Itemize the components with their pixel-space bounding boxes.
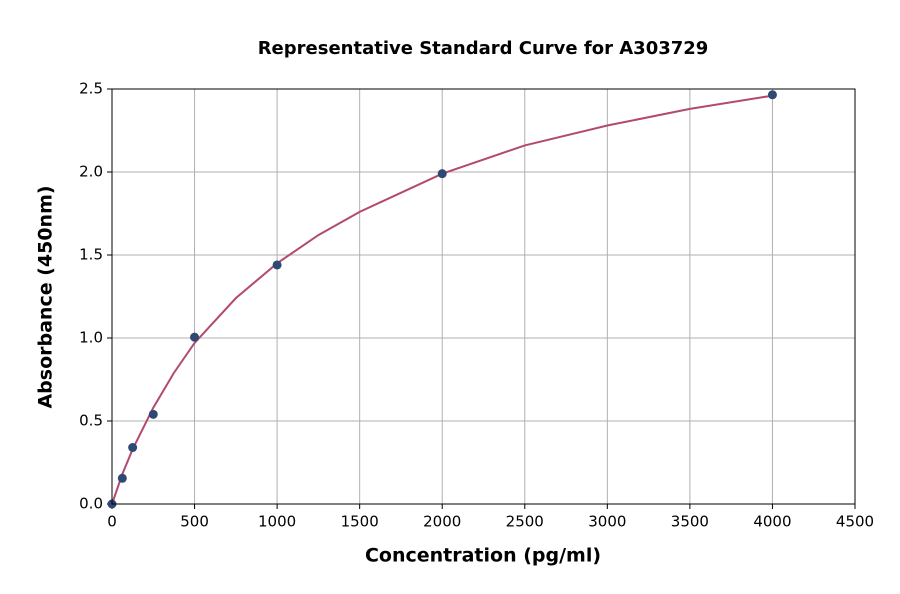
- x-tick-label: 2500: [506, 513, 544, 531]
- chart-title: Representative Standard Curve for A30372…: [258, 38, 709, 59]
- y-tick-label: 2.0: [79, 163, 103, 181]
- x-axis-label: Concentration (pg/ml): [365, 545, 601, 567]
- x-tick-label: 1500: [341, 513, 379, 531]
- data-point: [148, 409, 158, 419]
- x-tick-label: 3500: [671, 513, 709, 531]
- data-point: [128, 443, 138, 453]
- y-axis-label: Absorbance (450nm): [35, 185, 57, 408]
- plot: [107, 90, 777, 509]
- x-tick-label: 0: [107, 513, 117, 531]
- y-tick-label: 0.5: [79, 412, 103, 430]
- y-tick-label: 1.5: [79, 246, 103, 264]
- x-tick-label: 4500: [836, 513, 874, 531]
- data-point: [272, 260, 282, 270]
- x-tick-label: 2000: [423, 513, 461, 531]
- x-tick-label: 4000: [753, 513, 791, 531]
- x-tick-label: 500: [180, 513, 209, 531]
- y-tick-label: 2.5: [79, 80, 103, 98]
- y-tick-label: 1.0: [79, 329, 103, 347]
- grid: 0 500 1000 1500 2000 2500 3000 3500 4000 4500 0.0 0…: [79, 80, 874, 531]
- data-point: [767, 90, 777, 100]
- data-point: [117, 473, 127, 483]
- plot-frame: [111, 88, 856, 505]
- y-tick-label: 0.0: [79, 495, 103, 513]
- x-tick-label: 3000: [588, 513, 626, 531]
- data-point: [190, 332, 200, 342]
- x-tick-label: 1000: [258, 513, 296, 531]
- data-point: [437, 169, 447, 179]
